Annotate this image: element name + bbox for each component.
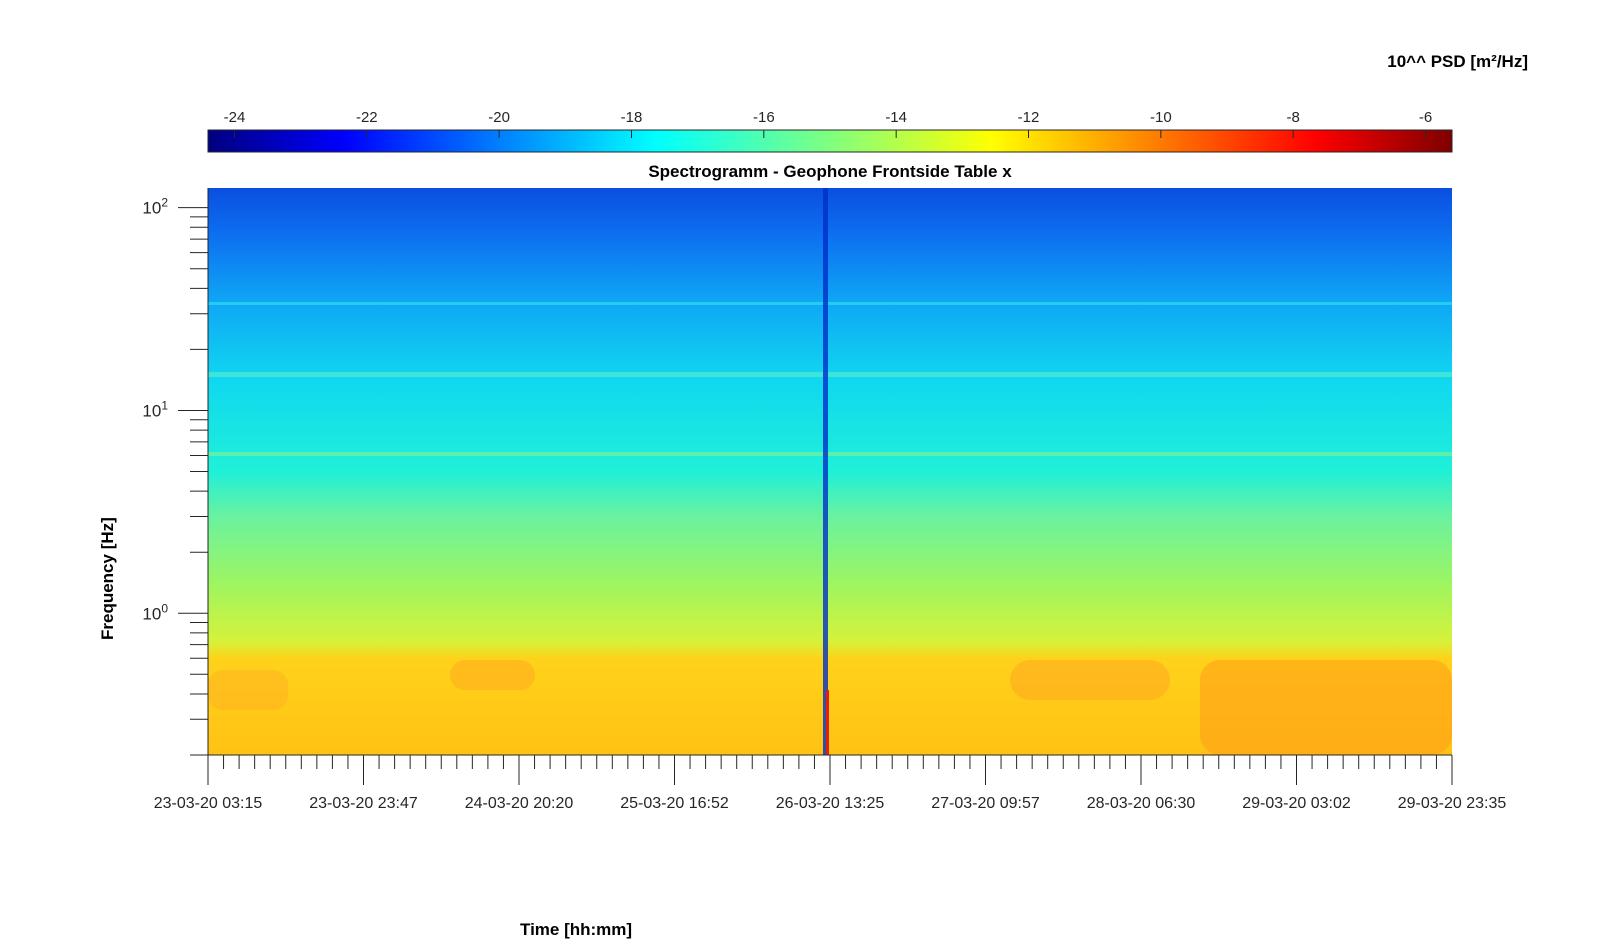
colorbar-tick-label: -12 (1018, 109, 1040, 126)
colorbar-ticks: -24 -22 -20 -18 -16 -14 -12 -10 -8 -6 (224, 109, 1432, 138)
colorbar-tick-label: -18 (621, 109, 643, 126)
spectrogram-image (208, 188, 1452, 755)
y-tick-label: 100 (142, 601, 168, 623)
x-tick-label: 24-03-20 20:20 (465, 795, 574, 812)
x-tick-label: 25-03-20 16:52 (620, 795, 729, 812)
colorbar-tick-label: -6 (1419, 109, 1432, 126)
x-tick-label: 27-03-20 09:57 (931, 795, 1040, 812)
x-axis-ticks: 23-03-20 03:15 23-03-20 23:47 24-03-20 20:… (154, 755, 1507, 812)
colorbar-tick-label: -10 (1150, 109, 1172, 126)
colorbar-tick-label: -8 (1287, 109, 1300, 126)
y-axis-ticks: 100 101 102 (142, 196, 208, 756)
x-tick-label: 28-03-20 06:30 (1087, 795, 1196, 812)
x-tick-label: 26-03-20 13:25 (776, 795, 885, 812)
colorbar-tick-label: -24 (224, 109, 246, 126)
colorbar-tick-label: -20 (488, 109, 510, 126)
colorbar-tick-label: -22 (356, 109, 378, 126)
colorbar-tick-label: -14 (885, 109, 907, 126)
x-axis-label: Time [hh:mm] (520, 920, 633, 939)
chart-title: Spectrogramm - Geophone Frontside Table … (648, 162, 1012, 181)
x-tick-label: 23-03-20 23:47 (309, 795, 418, 812)
x-tick-label: 29-03-20 03:02 (1242, 795, 1351, 812)
x-tick-label: 29-03-20 23:35 (1398, 795, 1507, 812)
colorbar (207, 129, 1453, 153)
colorbar-tick-label: -16 (753, 109, 775, 126)
colorbar-label: 10^^ PSD [m²/Hz] (1387, 52, 1528, 71)
y-tick-label: 101 (142, 398, 168, 420)
y-axis-label: Frequency [Hz] (98, 517, 117, 640)
x-tick-label: 23-03-20 03:15 (154, 795, 263, 812)
y-tick-label: 102 (142, 196, 168, 218)
